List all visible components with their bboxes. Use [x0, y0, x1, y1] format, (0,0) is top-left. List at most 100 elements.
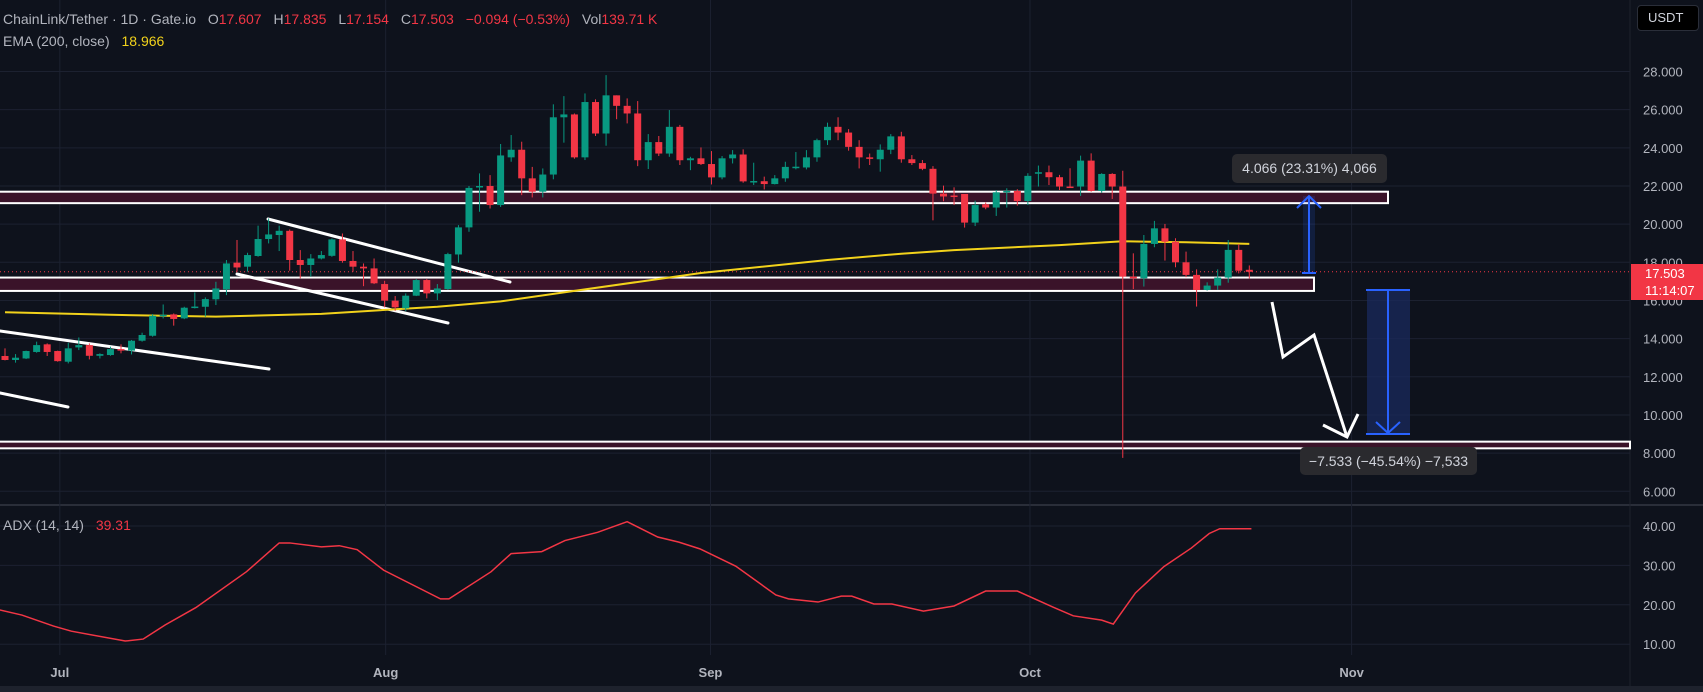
price-tick-label: 10.000	[1643, 408, 1683, 423]
candle	[159, 304, 167, 319]
price-tick-label: 26.000	[1643, 103, 1683, 118]
candle-body	[739, 154, 747, 182]
candle-body	[708, 164, 716, 178]
candle	[191, 292, 199, 309]
candle	[222, 260, 230, 296]
candle	[54, 350, 62, 362]
volume-label: Vol	[581, 11, 602, 27]
candle-body	[54, 351, 62, 362]
candle-body	[908, 159, 916, 164]
candle	[887, 134, 895, 155]
candle	[676, 124, 684, 165]
candle	[971, 200, 979, 227]
candle-body	[971, 205, 979, 223]
candle	[1140, 235, 1148, 287]
candle-body	[433, 288, 441, 294]
candle-body	[338, 239, 346, 261]
candle	[12, 354, 20, 363]
candle-body	[686, 158, 694, 161]
candle	[855, 140, 863, 169]
candle	[1119, 170, 1127, 458]
price-tick-label: 8.000	[1643, 446, 1676, 461]
projection-zigzag-arrow	[1270, 301, 1349, 438]
price-tick-label: 24.000	[1643, 141, 1683, 156]
candle-body	[33, 345, 41, 352]
legend-ema[interactable]: EMA (200, close) 18.966	[3, 33, 164, 49]
candle	[265, 218, 273, 244]
candle-body	[12, 357, 20, 360]
candle-body	[655, 142, 663, 154]
candle-body	[244, 255, 252, 267]
candle-body	[423, 280, 431, 294]
candle	[433, 284, 441, 301]
candle-body	[813, 140, 821, 158]
candle-body	[834, 126, 842, 133]
candle	[233, 239, 241, 272]
candle-body	[802, 157, 810, 168]
candle-body	[275, 230, 283, 236]
candle	[1003, 188, 1011, 208]
symbol-title: ChainLink/Tether · 1D · Gate.io	[3, 11, 196, 27]
candle	[64, 342, 72, 364]
candle-body	[592, 102, 600, 134]
adx-tick-label: 10.00	[1643, 637, 1676, 652]
candle-body	[1119, 186, 1127, 277]
candle-body	[1161, 228, 1169, 242]
candle	[539, 168, 547, 198]
candle-body	[1235, 249, 1243, 271]
candle	[918, 160, 926, 171]
candle	[1193, 269, 1201, 307]
candle-body	[138, 334, 146, 341]
candle-body	[1171, 241, 1179, 263]
candle-body	[950, 195, 958, 198]
price-tick-label: 20.000	[1643, 217, 1683, 232]
candle	[602, 75, 610, 146]
candle	[360, 263, 368, 287]
candle	[170, 313, 178, 326]
volume-value: 139.71 K	[601, 11, 658, 27]
candle-body	[771, 178, 779, 185]
high-value: 17.835	[283, 11, 327, 27]
candle-body	[328, 239, 336, 256]
candle-body	[528, 178, 536, 192]
candle	[992, 189, 1000, 216]
candle-body	[581, 102, 589, 158]
candle-body	[412, 280, 420, 296]
change-value: −0.094 (−0.53%)	[465, 11, 570, 27]
bar-countdown: 11:14:07	[1645, 283, 1695, 298]
candle	[644, 134, 652, 169]
low-value: 17.154	[346, 11, 389, 27]
adx-legend[interactable]: ADX (14, 14) 39.31	[3, 517, 131, 533]
candle	[686, 156, 694, 171]
candle-body	[1066, 186, 1074, 189]
candle-body	[866, 157, 874, 159]
candle-body	[1108, 173, 1116, 187]
candle	[950, 187, 958, 206]
candle	[402, 293, 410, 312]
candle	[128, 339, 136, 355]
candle	[507, 135, 515, 162]
trendline	[266, 217, 512, 284]
currency-unit-button[interactable]: USDT	[1637, 5, 1699, 31]
high-label: H	[273, 11, 284, 27]
candle-body	[1077, 160, 1085, 187]
candle	[22, 350, 30, 360]
price-tick-label: 12.000	[1643, 370, 1683, 385]
candle	[33, 341, 41, 353]
ema-200-line	[4, 240, 1250, 318]
candle	[317, 251, 325, 260]
candle-body	[824, 126, 832, 141]
candle	[1034, 165, 1042, 187]
close-value: 17.503	[410, 11, 454, 27]
adx-label: ADX (14, 14)	[3, 517, 84, 533]
candle	[560, 96, 568, 143]
candle	[908, 155, 916, 165]
candle-body	[286, 230, 294, 261]
candle-body	[360, 266, 368, 269]
candle	[570, 113, 578, 159]
candle-body	[317, 255, 325, 259]
candle-body	[918, 163, 926, 169]
candle	[381, 280, 389, 308]
candle	[1087, 153, 1095, 192]
